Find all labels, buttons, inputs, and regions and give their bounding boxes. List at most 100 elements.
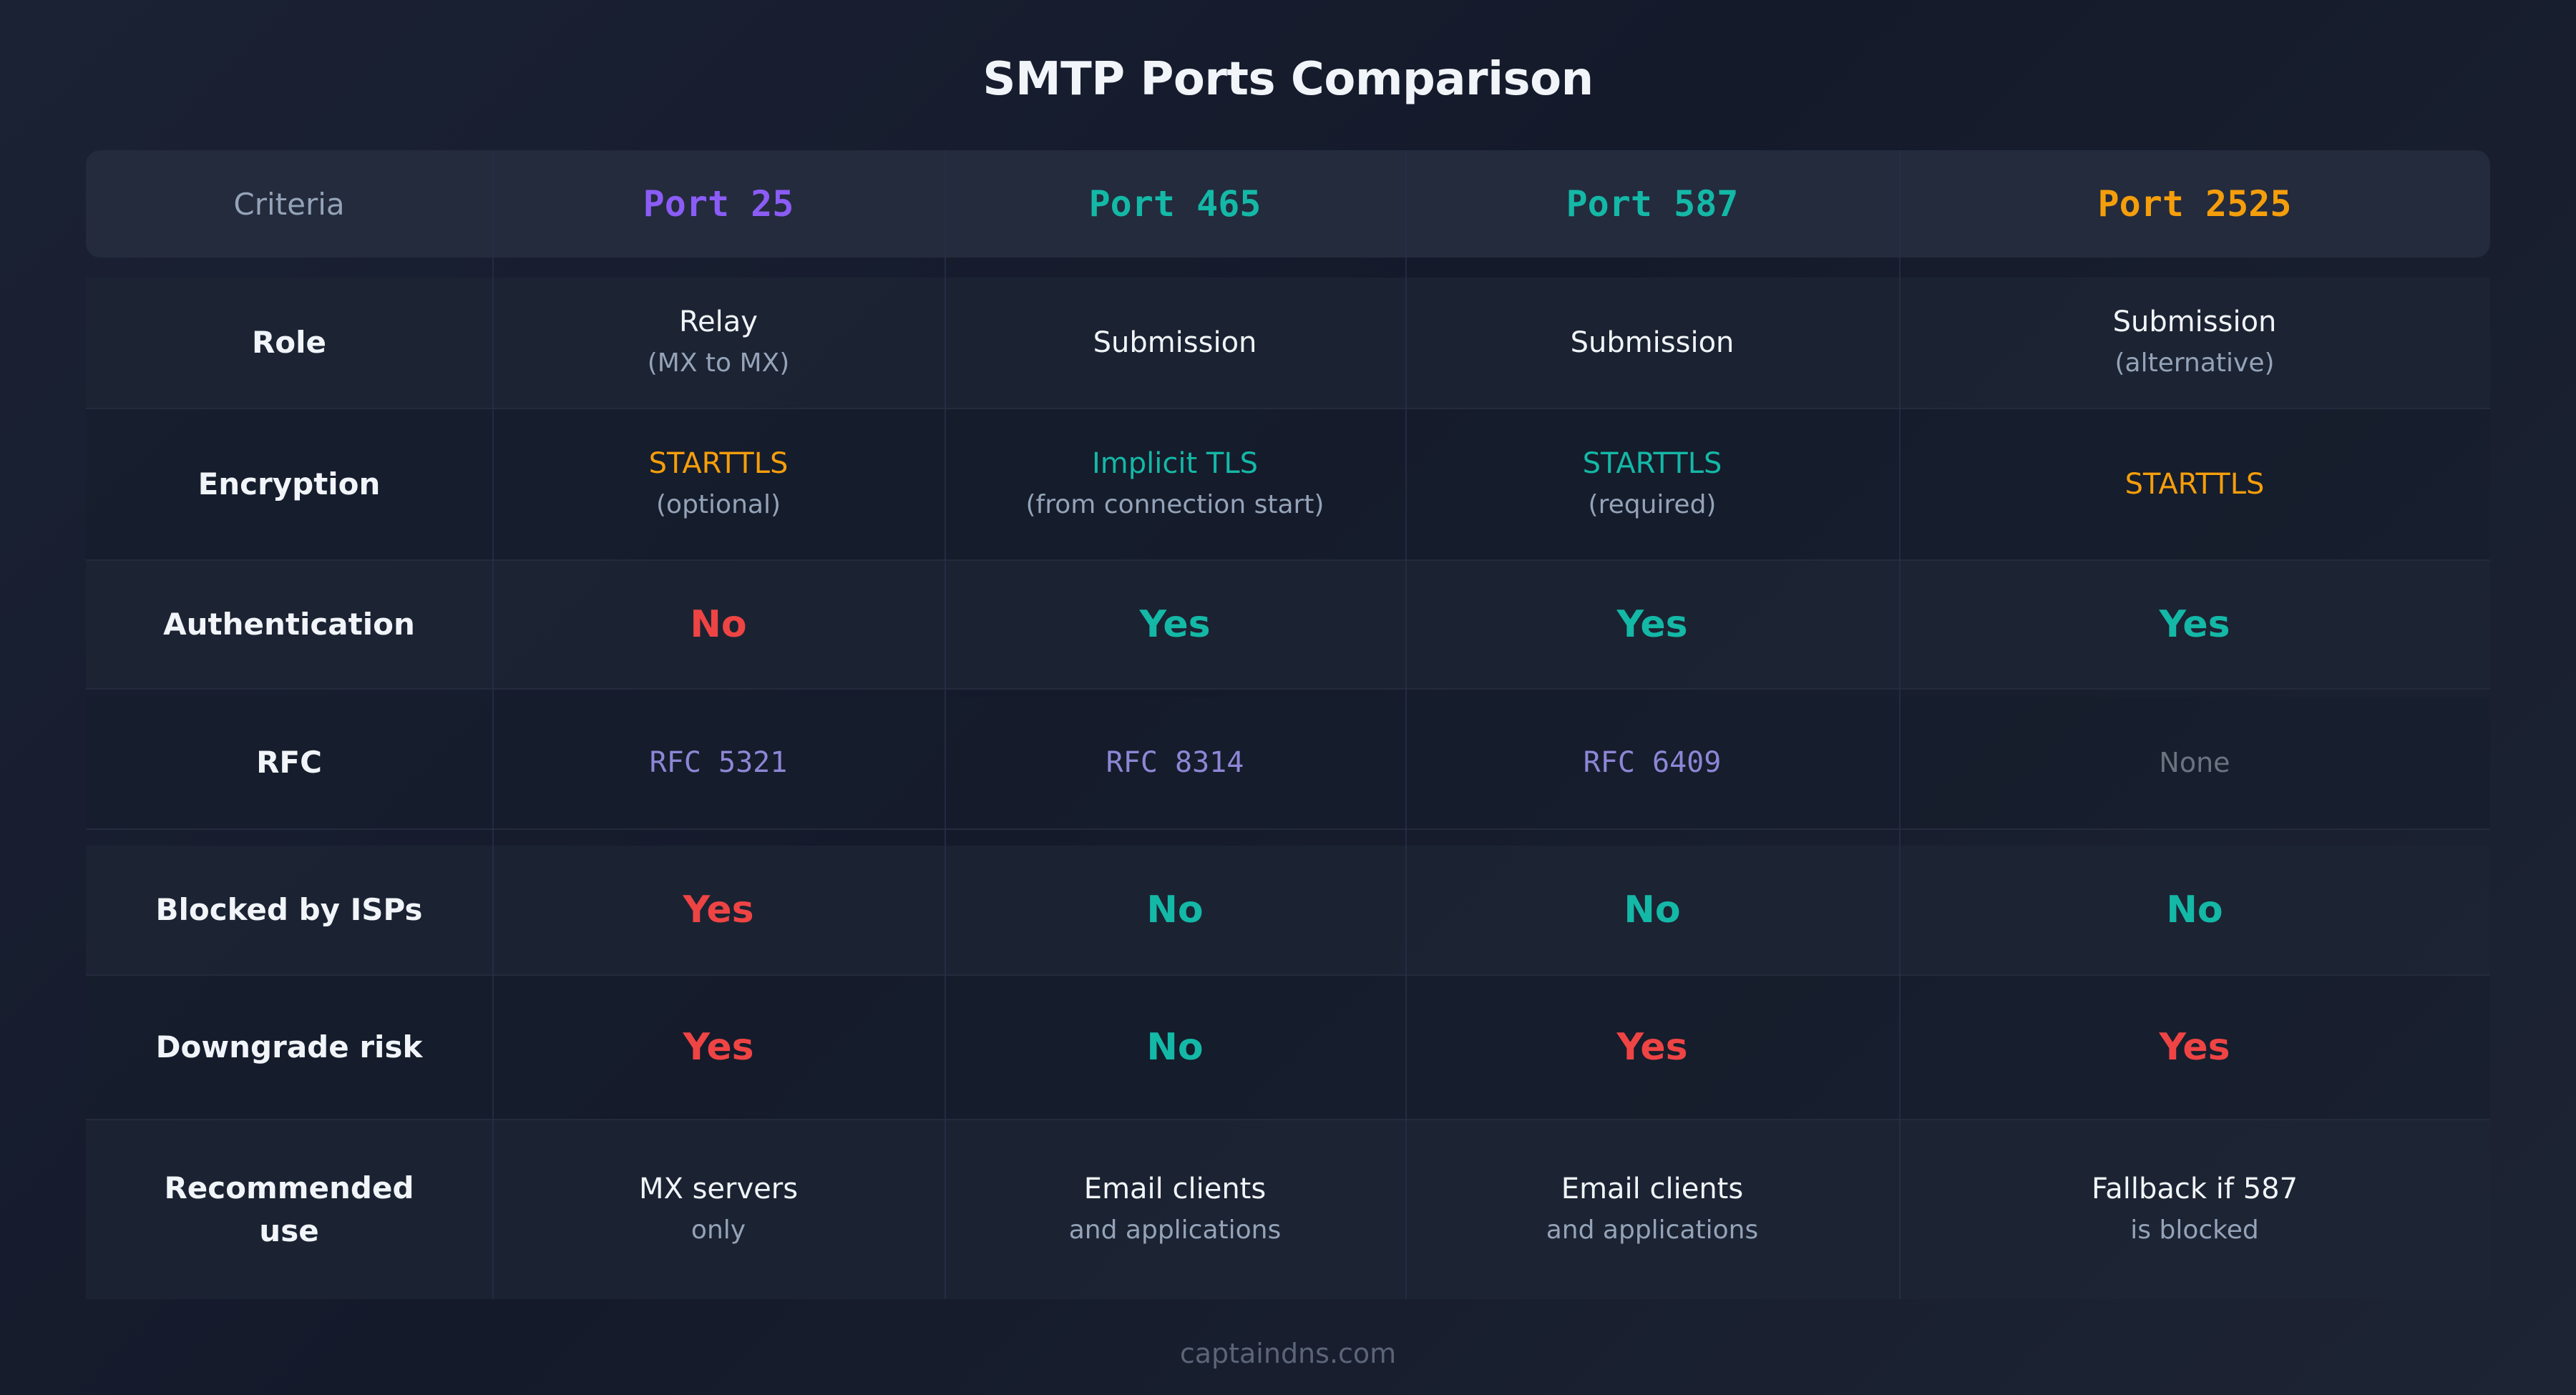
recommended-port-587: Email clients and applications [1405, 1120, 1899, 1299]
encryption-port-587: STARTTLS (required) [1405, 409, 1899, 559]
encryption-value: STARTTLS [1582, 447, 1722, 480]
criteria-label: Encryption [197, 466, 381, 501]
table-row-encryption: Encryption STARTTLS (optional) Implicit … [86, 409, 2490, 561]
blocked-value: Yes [683, 889, 754, 931]
column-divider [492, 150, 494, 1299]
downgrade-value: Yes [2159, 1026, 2230, 1069]
recommended-value: Email clients [1083, 1173, 1267, 1205]
recommended-note: is blocked [2130, 1215, 2259, 1245]
blocked-port-587: No [1405, 846, 1899, 974]
recommended-port-25: MX servers only [492, 1120, 945, 1299]
criteria-label-line1: Recommended [164, 1170, 414, 1205]
criteria-cell: Blocked by ISPs [86, 846, 492, 974]
criteria-label-line2: use [259, 1213, 319, 1248]
criteria-cell: Downgrade risk [86, 976, 492, 1119]
footer-credit: captaindns.com [1179, 1338, 1397, 1369]
authentication-port-25: No [492, 561, 945, 688]
downgrade-value: Yes [1616, 1026, 1688, 1069]
column-divider [1405, 150, 1407, 1299]
header-port-465: Port 465 [945, 150, 1405, 258]
header-criteria: Criteria [86, 150, 492, 258]
downgrade-value: No [1146, 1026, 1204, 1069]
header-criteria-label: Criteria [233, 186, 345, 222]
downgrade-port-2525: Yes [1899, 976, 2490, 1119]
column-divider [1899, 150, 1901, 1299]
column-divider [945, 150, 946, 1299]
recommended-note: and applications [1068, 1215, 1282, 1245]
authentication-value: Yes [2159, 603, 2230, 646]
blocked-value: No [1624, 889, 1681, 931]
rfc-port-587: RFC 6409 [1405, 697, 1899, 828]
table-row-authentication: Authentication No Yes Yes Yes [86, 561, 2490, 690]
table-row-recommended: Recommended use MX servers only Email cl… [86, 1120, 2490, 1299]
criteria-cell: Encryption [86, 409, 492, 559]
blocked-value: No [1146, 889, 1204, 931]
rfc-value: RFC 6409 [1583, 746, 1722, 779]
header-port-25: Port 25 [492, 150, 945, 258]
role-port-587: Submission [1405, 278, 1899, 408]
encryption-port-465: Implicit TLS (from connection start) [945, 409, 1405, 559]
authentication-value: Yes [1139, 603, 1211, 646]
header-port-2525: Port 2525 [1899, 150, 2490, 258]
port-25-heading: Port 25 [643, 183, 794, 225]
page-title: SMTP Ports Comparison [982, 53, 1594, 106]
port-465-heading: Port 465 [1088, 183, 1262, 225]
encryption-value: Implicit TLS [1092, 447, 1258, 480]
role-value: Relay [679, 305, 758, 338]
rfc-value: None [2159, 747, 2230, 778]
encryption-port-2525: STARTTLS [1899, 409, 2490, 559]
downgrade-port-587: Yes [1405, 976, 1899, 1119]
criteria-cell: RFC [86, 697, 492, 828]
rfc-port-2525: None [1899, 697, 2490, 828]
table-row-downgrade: Downgrade risk Yes No Yes Yes [86, 976, 2490, 1120]
criteria-cell: Role [86, 278, 492, 408]
criteria-label: Role [251, 325, 327, 360]
blocked-port-25: Yes [492, 846, 945, 974]
downgrade-value: Yes [683, 1026, 754, 1069]
encryption-value: STARTTLS [2124, 468, 2265, 501]
criteria-label: Downgrade risk [155, 1029, 423, 1064]
rfc-value: RFC 5321 [649, 746, 788, 779]
encryption-note: (from connection start) [1025, 490, 1324, 519]
blocked-port-2525: No [1899, 846, 2490, 974]
blocked-value: No [2166, 889, 2223, 931]
recommended-value: Fallback if 587 [2091, 1173, 2298, 1205]
role-note: (alternative) [2114, 348, 2275, 378]
role-port-25: Relay (MX to MX) [492, 278, 945, 408]
port-587-heading: Port 587 [1566, 183, 1739, 225]
criteria-cell: Recommended use [86, 1120, 492, 1299]
role-value: Submission [1570, 326, 1735, 359]
role-port-465: Submission [945, 278, 1405, 408]
authentication-port-2525: Yes [1899, 561, 2490, 688]
role-note: (MX to MX) [647, 348, 790, 378]
authentication-value: No [690, 603, 747, 646]
downgrade-port-25: Yes [492, 976, 945, 1119]
encryption-port-25: STARTTLS (optional) [492, 409, 945, 559]
role-value: Submission [1093, 326, 1257, 359]
downgrade-port-465: No [945, 976, 1405, 1119]
authentication-value: Yes [1616, 603, 1688, 646]
table-row-blocked: Blocked by ISPs Yes No No No [86, 846, 2490, 976]
criteria-label: Authentication [163, 607, 415, 642]
table-header: Criteria Port 25 Port 465 Port 587 Port … [86, 150, 2490, 258]
recommended-port-2525: Fallback if 587 is blocked [1899, 1120, 2490, 1299]
rfc-port-25: RFC 5321 [492, 697, 945, 828]
criteria-label: Blocked by ISPs [155, 892, 423, 927]
rfc-port-465: RFC 8314 [945, 697, 1405, 828]
recommended-note: only [691, 1215, 746, 1245]
authentication-port-587: Yes [1405, 561, 1899, 688]
recommended-port-465: Email clients and applications [945, 1120, 1405, 1299]
encryption-note: (optional) [656, 490, 781, 519]
authentication-port-465: Yes [945, 561, 1405, 688]
role-port-2525: Submission (alternative) [1899, 278, 2490, 408]
criteria-cell: Authentication [86, 561, 492, 688]
header-port-587: Port 587 [1405, 150, 1899, 258]
recommended-value: Email clients [1561, 1173, 1744, 1205]
rfc-value: RFC 8314 [1106, 746, 1244, 779]
port-2525-heading: Port 2525 [2097, 183, 2292, 225]
comparison-table: Criteria Port 25 Port 465 Port 587 Port … [86, 150, 2490, 1299]
recommended-note: and applications [1546, 1215, 1759, 1245]
blocked-port-465: No [945, 846, 1405, 974]
encryption-value: STARTTLS [648, 447, 789, 480]
table-row-rfc: RFC RFC 5321 RFC 8314 RFC 6409 None [86, 697, 2490, 830]
